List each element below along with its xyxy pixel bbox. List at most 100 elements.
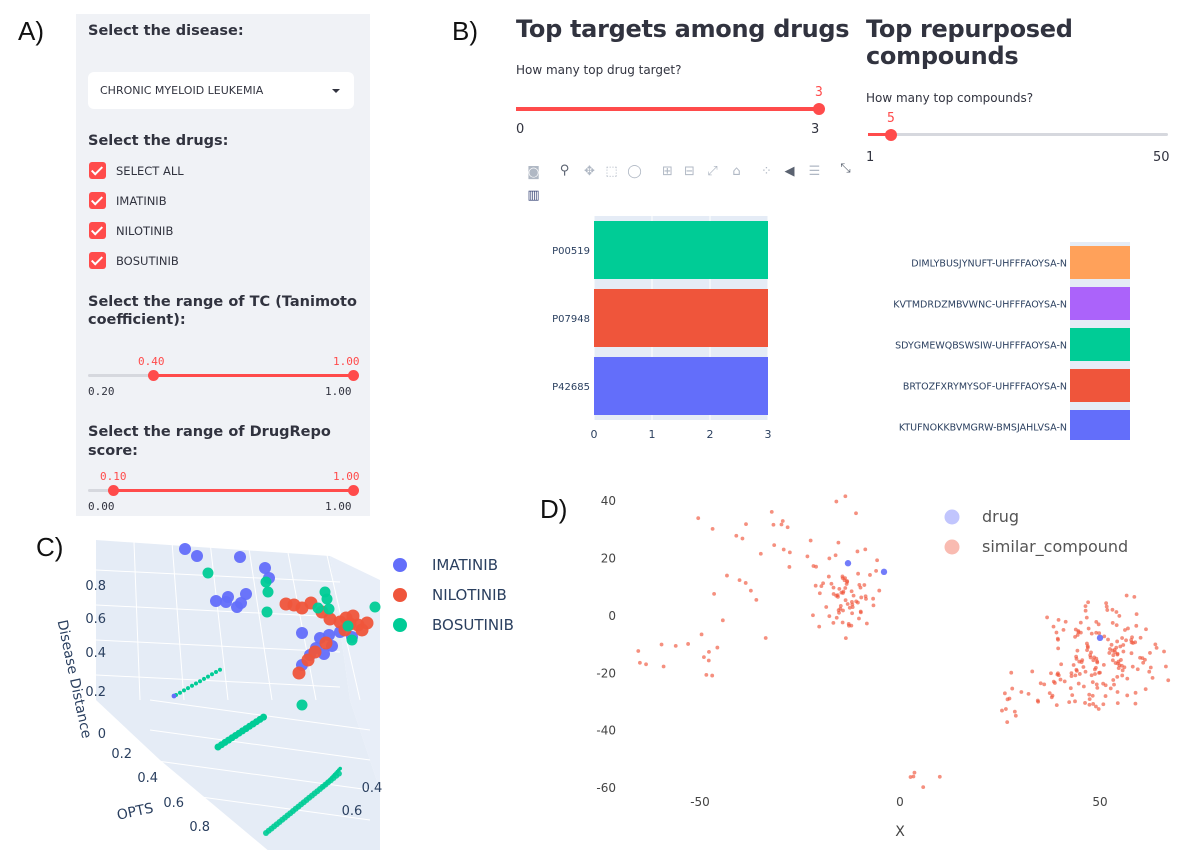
targets-slider-track[interactable]	[516, 107, 819, 111]
data-point-bosutinib	[190, 683, 194, 688]
data-point-similar-compound	[1138, 635, 1143, 640]
x-tick-label: 2	[707, 428, 714, 440]
checkbox-checked-icon[interactable]	[89, 252, 106, 269]
data-point-similar-compound	[1103, 694, 1108, 698]
y-tick-label: -20	[596, 666, 616, 680]
data-point-similar-compound	[1094, 620, 1099, 624]
hover-closest-icon[interactable]: ◀	[784, 164, 795, 179]
drugrepo-slider-high-handle[interactable]	[348, 485, 359, 496]
zoom-icon[interactable]: ⚲	[559, 163, 570, 178]
data-point-similar-compound	[1129, 651, 1134, 656]
data-point-similar-compound	[1050, 693, 1055, 698]
data-point-bosutinib	[262, 586, 274, 598]
data-point-similar-compound	[1067, 700, 1072, 705]
data-point-similar-compound	[834, 499, 839, 504]
data-point-similar-compound	[1089, 673, 1094, 678]
data-point-similar-compound	[787, 565, 792, 569]
data-point-similar-compound	[772, 543, 777, 548]
data-point-similar-compound	[785, 525, 790, 530]
hover-compare-icon[interactable]: ☰	[808, 164, 821, 179]
drugrepo-slider-low-handle[interactable]	[108, 485, 119, 496]
data-point-imatinib	[179, 543, 191, 555]
data-point-similar-compound	[1085, 648, 1089, 653]
data-point-similar-compound	[1073, 634, 1077, 639]
box-select-icon[interactable]: ⬚	[605, 164, 618, 179]
data-point-similar-compound	[1112, 682, 1116, 687]
compounds-slider-track[interactable]	[868, 133, 1168, 136]
y-tick-label: P42685	[552, 382, 590, 393]
targets-slider-handle[interactable]	[813, 103, 825, 115]
data-point-similar-compound	[707, 650, 711, 654]
data-point-similar-compound	[769, 509, 774, 514]
data-point-similar-compound	[704, 672, 709, 677]
zoom-out-icon[interactable]: ⊟	[684, 164, 695, 179]
data-point-similar-compound	[1115, 674, 1120, 679]
data-point-similar-compound	[1106, 637, 1110, 642]
pan-icon[interactable]: ✥	[584, 164, 595, 179]
data-point-similar-compound	[1110, 621, 1115, 625]
back-wall	[96, 540, 350, 700]
data-point-similar-compound	[805, 554, 810, 559]
tc-slider-low-handle[interactable]	[148, 370, 159, 381]
checkbox-checked-icon[interactable]	[89, 222, 106, 239]
spike-icon[interactable]: ⁘	[761, 164, 772, 179]
data-point-similar-compound	[699, 632, 704, 637]
data-point-similar-compound	[1091, 702, 1096, 706]
lasso-icon[interactable]: ◯	[627, 164, 642, 179]
data-point-similar-compound	[1101, 702, 1106, 707]
data-point-similar-compound	[1012, 709, 1017, 714]
camera-icon[interactable]: ◙	[527, 165, 540, 180]
drugrepo-heading: Select the range of DrugRepo score:	[88, 424, 331, 459]
y-tick-label: -60	[596, 781, 616, 795]
x-tick-label: 0.2	[111, 747, 132, 762]
data-point-similar-compound	[827, 556, 832, 561]
data-point-similar-compound	[1047, 691, 1052, 696]
bar	[1070, 410, 1130, 440]
data-point-similar-compound	[1093, 672, 1097, 676]
checkbox-checked-icon[interactable]	[89, 192, 106, 209]
disease-select[interactable]: CHRONIC MYELOID LEUKEMIA	[88, 72, 354, 109]
compounds-slider-handle[interactable]	[885, 129, 897, 141]
data-point-similar-compound	[710, 526, 715, 531]
data-point-similar-compound	[710, 673, 715, 678]
data-point-similar-compound	[1009, 670, 1014, 675]
data-point-similar-compound	[1134, 623, 1139, 628]
data-point-similar-compound	[1120, 668, 1125, 673]
data-point-similar-compound	[847, 605, 852, 610]
data-point-similar-compound	[779, 522, 784, 527]
data-point-similar-compound	[1102, 634, 1107, 639]
home-icon[interactable]: ⌂	[732, 164, 741, 179]
data-point-drug	[1096, 634, 1104, 642]
y-tick-label: 0.6	[342, 804, 363, 819]
disease-heading: Select the disease:	[88, 23, 244, 39]
data-point-similar-compound	[1094, 704, 1098, 709]
data-point-similar-compound	[831, 592, 836, 596]
checkbox-checked-icon[interactable]	[89, 162, 106, 179]
data-point-similar-compound	[871, 603, 876, 608]
targets-slider-max: 3	[811, 122, 820, 137]
data-point-similar-compound	[850, 600, 854, 604]
data-point-similar-compound	[855, 549, 860, 554]
data-point-similar-compound	[1051, 679, 1056, 684]
data-point-similar-compound	[1101, 662, 1106, 667]
data-point-similar-compound	[1114, 623, 1119, 628]
targets-slider-value: 3	[815, 85, 823, 100]
tc-slider-min: 0.20	[88, 385, 115, 398]
data-point-similar-compound	[1095, 685, 1100, 690]
zoom-in-icon[interactable]: ⊞	[662, 164, 673, 179]
data-point-similar-compound	[1007, 696, 1012, 701]
tc-slider-high-handle[interactable]	[348, 370, 359, 381]
data-point-similar-compound	[1108, 686, 1113, 691]
plotly-logo-icon[interactable]: ▥	[527, 188, 540, 203]
data-point-bosutinib	[186, 686, 190, 691]
data-point-bosutinib	[321, 593, 333, 605]
data-point-similar-compound	[856, 571, 860, 576]
data-point-similar-compound	[1056, 617, 1061, 622]
data-point-similar-compound	[908, 775, 913, 779]
data-point-similar-compound	[858, 609, 863, 614]
fullscreen-icon[interactable]: ⤡	[840, 161, 851, 176]
autoscale-icon[interactable]: ⤢	[707, 164, 718, 179]
data-point-similar-compound	[1056, 646, 1061, 651]
legend-label: IMATINIB	[432, 556, 498, 574]
gridline	[149, 759, 371, 791]
